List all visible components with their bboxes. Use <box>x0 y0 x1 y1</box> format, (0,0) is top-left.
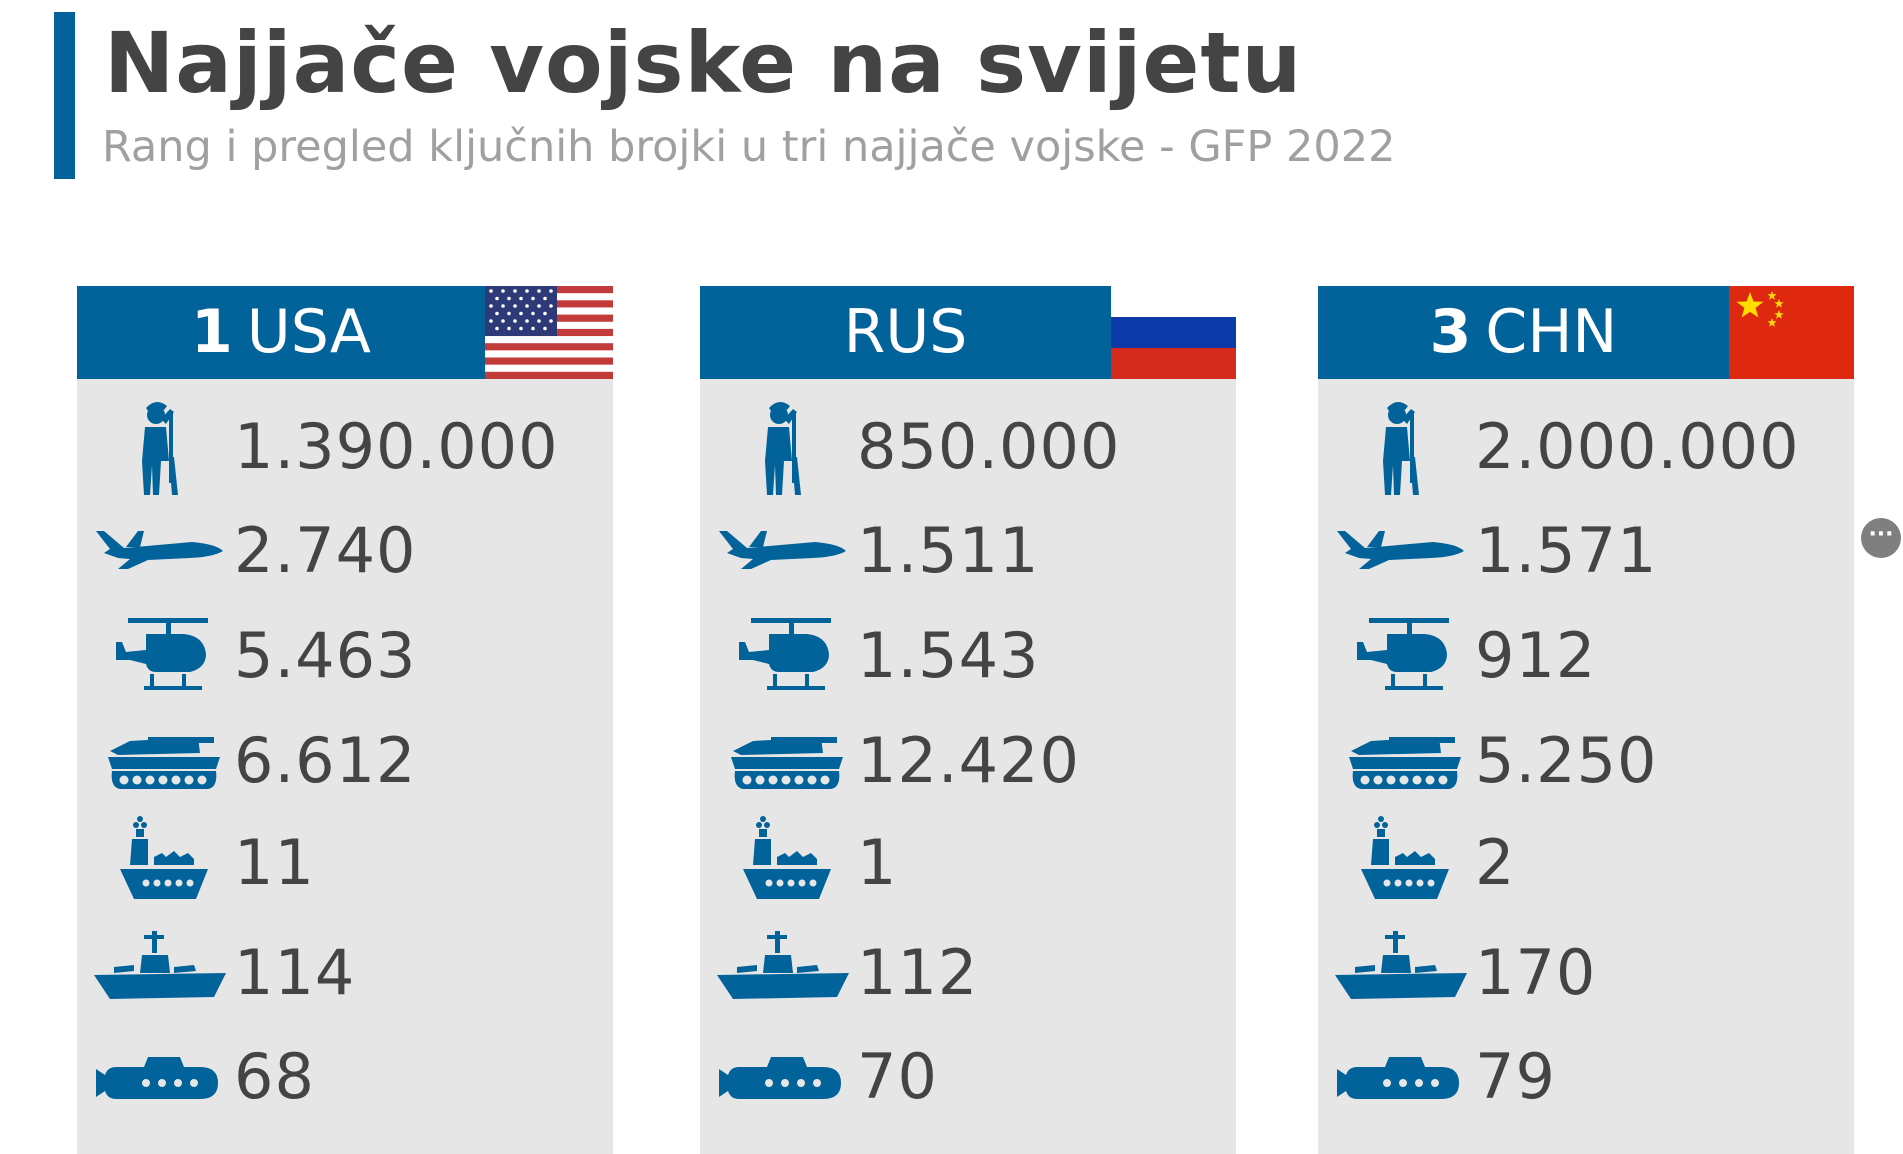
stat-value: 79 <box>1475 1040 1556 1113</box>
stat-value: 2 <box>1475 826 1516 899</box>
stat-row-soldiers: 1.390.000 <box>77 397 613 497</box>
stat-row-aircraft: 1.511 <box>700 501 1236 601</box>
stat-row-aircraft: 1.571 <box>1318 501 1854 601</box>
stat-value: 112 <box>857 936 979 1009</box>
page-title: Najjače vojske na svijetu <box>104 14 1303 112</box>
stat-row-tanks: 6.612 <box>77 711 613 811</box>
helicopter-icon <box>90 606 230 706</box>
stat-row-aircraft-carriers: 11 <box>77 813 613 913</box>
card-header: 1 USA <box>77 286 613 379</box>
country-code: CHN <box>1485 297 1618 367</box>
card-body: 1.390.000 2.740 5.463 6.612 11 114 68 <box>77 379 613 1154</box>
stat-value: 6.612 <box>234 724 417 797</box>
soldier-icon <box>1331 397 1471 497</box>
card-chn: 3 CHN 2.000.000 1.571 912 5.25 <box>1318 286 1854 1154</box>
china-flag-icon <box>1729 286 1854 379</box>
stat-value: 1.571 <box>1475 514 1658 587</box>
helicopter-icon <box>1331 606 1471 706</box>
card-title: 1 USA <box>77 286 485 379</box>
card-header: 3 CHN <box>1318 286 1854 379</box>
card-title: RUS <box>700 286 1111 379</box>
warship-icon <box>90 923 230 1023</box>
stat-row-submarines: 68 <box>77 1027 613 1127</box>
stat-row-soldiers: 850.000 <box>700 397 1236 497</box>
card-body: 850.000 1.511 1.543 12.420 1 112 70 <box>700 379 1236 1154</box>
soldier-icon <box>713 397 853 497</box>
stat-value: 2.000.000 <box>1475 410 1800 483</box>
stat-value: 912 <box>1475 619 1597 692</box>
rank-number: 1 <box>191 297 233 367</box>
card-usa: 1 USA <box>77 286 613 1154</box>
tank-icon <box>90 711 230 811</box>
submarine-icon <box>713 1027 853 1127</box>
aircraft-carrier-icon <box>713 813 853 913</box>
stat-value: 1.543 <box>857 619 1040 692</box>
title-accent-bar <box>54 12 75 179</box>
stat-value: 11 <box>234 826 315 899</box>
stat-row-warships: 170 <box>1318 923 1854 1023</box>
submarine-icon <box>1331 1027 1471 1127</box>
stat-value: 1 <box>857 826 898 899</box>
fighter-jet-icon <box>1331 501 1471 601</box>
usa-flag-icon <box>485 286 613 379</box>
stat-row-helicopters: 912 <box>1318 606 1854 706</box>
helicopter-icon <box>713 606 853 706</box>
stat-row-submarines: 70 <box>700 1027 1236 1127</box>
country-code: RUS <box>843 297 968 367</box>
country-code: USA <box>246 297 371 367</box>
stat-row-submarines: 79 <box>1318 1027 1854 1127</box>
stat-row-aircraft: 2.740 <box>77 501 613 601</box>
stat-row-helicopters: 5.463 <box>77 606 613 706</box>
stat-value: 2.740 <box>234 514 417 587</box>
stat-value: 1.390.000 <box>234 410 559 483</box>
russia-flag-icon <box>1111 286 1236 379</box>
tank-icon <box>713 711 853 811</box>
stat-row-aircraft-carriers: 1 <box>700 813 1236 913</box>
fighter-jet-icon <box>713 501 853 601</box>
aircraft-carrier-icon <box>90 813 230 913</box>
card-rus: RUS 850.000 1.511 1.543 12.420 1 <box>700 286 1236 1154</box>
fighter-jet-icon <box>90 501 230 601</box>
stat-value: 5.463 <box>234 619 417 692</box>
stat-value: 1.511 <box>857 514 1040 587</box>
stat-value: 5.250 <box>1475 724 1658 797</box>
stat-value: 70 <box>857 1040 938 1113</box>
card-body: 2.000.000 1.571 912 5.250 2 170 79 <box>1318 379 1854 1154</box>
more-options-button[interactable]: ··· <box>1861 518 1901 558</box>
stat-row-helicopters: 1.543 <box>700 606 1236 706</box>
stat-row-warships: 112 <box>700 923 1236 1023</box>
stat-row-tanks: 12.420 <box>700 711 1236 811</box>
stat-row-aircraft-carriers: 2 <box>1318 813 1854 913</box>
aircraft-carrier-icon <box>1331 813 1471 913</box>
tank-icon <box>1331 711 1471 811</box>
stat-row-warships: 114 <box>77 923 613 1023</box>
soldier-icon <box>90 397 230 497</box>
card-title: 3 CHN <box>1318 286 1729 379</box>
stat-value: 850.000 <box>857 410 1121 483</box>
stat-value: 114 <box>234 936 356 1009</box>
stat-row-tanks: 5.250 <box>1318 711 1854 811</box>
stat-value: 12.420 <box>857 724 1080 797</box>
warship-icon <box>1331 923 1471 1023</box>
submarine-icon <box>90 1027 230 1127</box>
warship-icon <box>713 923 853 1023</box>
rank-number: 3 <box>1429 297 1472 367</box>
card-header: RUS <box>700 286 1236 379</box>
page-subtitle: Rang i pregled ključnih brojki u tri naj… <box>102 122 1396 172</box>
stat-value: 68 <box>234 1040 315 1113</box>
stat-row-soldiers: 2.000.000 <box>1318 397 1854 497</box>
stat-value: 170 <box>1475 936 1597 1009</box>
